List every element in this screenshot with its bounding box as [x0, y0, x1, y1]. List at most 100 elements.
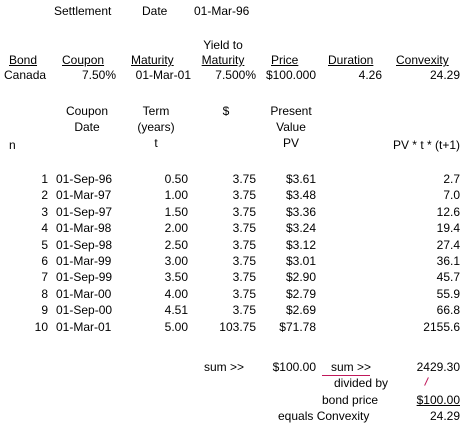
duration-header: Duration	[328, 53, 374, 67]
row-n: 4	[41, 221, 48, 235]
row-term: 2.50	[164, 238, 188, 252]
row-term: 0.50	[164, 172, 188, 186]
row-term: 2.00	[164, 221, 188, 235]
row-pv: $3.24	[285, 221, 316, 235]
pvt-header: PV * t * (t+1)	[392, 138, 460, 152]
term-header-2: (years)	[137, 120, 175, 134]
row-n: 3	[41, 205, 48, 219]
settlement-label: Settlement	[54, 4, 112, 18]
divided-by-label: divided by	[334, 376, 389, 390]
ytm-header-line1: Yield to	[203, 38, 243, 52]
row-date: 01-Sep-99	[56, 270, 113, 284]
bond-coupon: 7.50%	[81, 68, 116, 82]
row-cashflow: 3.75	[232, 254, 256, 268]
ytm-header-line2: Maturity	[201, 53, 245, 67]
row-cashflow: 3.75	[232, 188, 256, 202]
row-date: 01-Mar-00	[56, 287, 112, 301]
row-date: 01-Mar-01	[56, 320, 112, 334]
bond-header: Bond	[9, 53, 38, 67]
row-term: 4.00	[164, 287, 188, 301]
row-pv: $3.12	[285, 238, 316, 252]
n-header: n	[9, 138, 16, 152]
coupon-header: Coupon	[62, 53, 105, 67]
row-pv: $2.69	[285, 303, 316, 317]
row-pvt: 19.4	[436, 221, 460, 235]
row-date: 01-Sep-96	[56, 172, 113, 186]
annotation-slash	[424, 377, 429, 386]
row-pvt: 2155.6	[423, 320, 460, 334]
row-cashflow: 103.75	[219, 320, 256, 334]
row-pv: $3.01	[285, 254, 316, 268]
annotation-mark	[322, 375, 370, 376]
row-date: 01-Sep-98	[56, 238, 113, 252]
convexity-result: 24.29	[429, 409, 460, 423]
row-date: 01-Mar-97	[56, 188, 112, 202]
row-cashflow: 3.75	[232, 303, 256, 317]
row-cashflow: 3.75	[232, 238, 256, 252]
row-pv: $3.36	[285, 205, 316, 219]
row-pv: $2.79	[285, 287, 316, 301]
row-date: 01-Mar-99	[56, 254, 112, 268]
row-pv: $3.48	[285, 188, 316, 202]
bond-duration: 4.26	[358, 68, 382, 82]
bond-maturity: 01-Mar-01	[135, 68, 191, 82]
row-n: 1	[41, 172, 48, 186]
bond-price-label: bond price	[322, 393, 379, 407]
row-term: 3.00	[164, 254, 188, 268]
coupon-date-header-2: Date	[74, 120, 100, 134]
row-term: 4.51	[164, 303, 188, 317]
row-cashflow: 3.75	[232, 287, 256, 301]
row-cashflow: 3.75	[232, 172, 256, 186]
row-cashflow: 3.75	[232, 221, 256, 235]
price-header: Price	[271, 53, 299, 67]
term-header-3: t	[154, 136, 158, 150]
coupon-date-header-1: Coupon	[65, 104, 109, 118]
convexity-header: Convexity	[396, 53, 449, 67]
row-pvt: 7.0	[443, 188, 460, 202]
bond-convexity: 24.29	[429, 68, 460, 82]
row-pv: $3.61	[285, 172, 316, 186]
bond-price: $100.000	[265, 68, 316, 82]
row-pvt: 27.4	[436, 238, 460, 252]
row-n: 10	[34, 320, 48, 334]
sum-label-pv: sum >>	[204, 360, 245, 374]
row-date: 01-Mar-98	[56, 221, 112, 235]
row-pvt: 2.7	[443, 172, 460, 186]
date-label: Date	[142, 4, 168, 18]
row-cashflow: 3.75	[232, 205, 256, 219]
row-cashflow: 3.75	[232, 270, 256, 284]
bond-price-value: $100.00	[416, 393, 460, 407]
row-term: 5.00	[164, 320, 188, 334]
sum-pvt-value: 2429.30	[416, 360, 460, 374]
row-n: 2	[41, 188, 48, 202]
row-n: 6	[41, 254, 48, 268]
row-pvt: 36.1	[436, 254, 460, 268]
bond-name: Canada	[4, 68, 47, 82]
row-date: 01-Sep-97	[56, 205, 113, 219]
pv-header-2: Value	[276, 120, 306, 134]
maturity-header: Maturity	[131, 53, 174, 67]
row-pvt: 12.6	[436, 205, 460, 219]
equals-convexity-label: equals Convexity	[278, 409, 370, 423]
row-term: 3.50	[164, 270, 188, 284]
row-n: 9	[41, 303, 48, 317]
row-pvt: 45.7	[436, 270, 460, 284]
row-date: 01-Sep-00	[56, 303, 113, 317]
sum-label-pvt: sum >>	[331, 360, 372, 374]
row-pv: $71.78	[279, 320, 316, 334]
term-header-1: Term	[142, 104, 170, 118]
row-term: 1.50	[164, 205, 188, 219]
row-pvt: 55.9	[436, 287, 460, 301]
sum-pv-value: $100.00	[272, 360, 316, 374]
cashflow-header: $	[222, 104, 230, 118]
pv-header-1: Present	[270, 104, 312, 118]
row-term: 1.00	[164, 188, 188, 202]
row-n: 7	[41, 270, 48, 284]
pv-header-3: PV	[282, 136, 299, 150]
row-pv: $2.90	[285, 270, 316, 284]
settlement-date-value: 01-Mar-96	[194, 4, 250, 18]
row-pvt: 66.8	[436, 303, 460, 317]
bond-ytm: 7.500%	[215, 68, 256, 82]
row-n: 5	[41, 238, 48, 252]
row-n: 8	[41, 287, 48, 301]
